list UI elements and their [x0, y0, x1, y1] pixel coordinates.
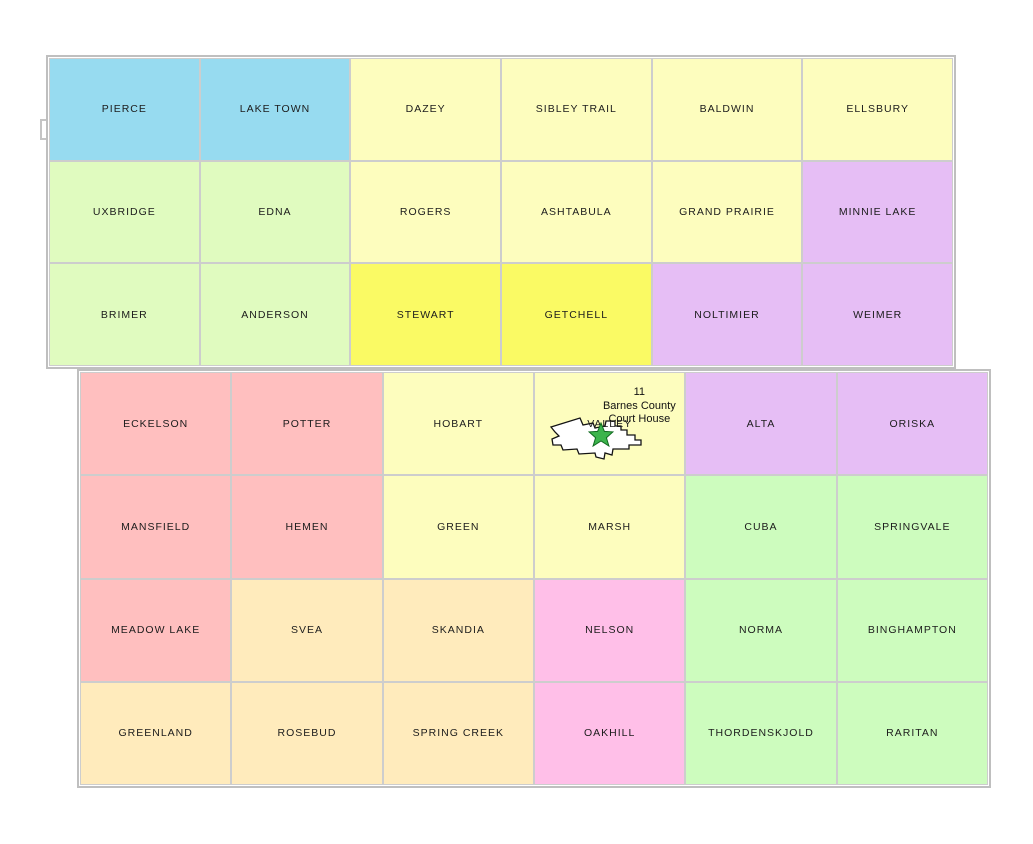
township-label: ROSEBUD — [277, 727, 337, 740]
township-label: MINNIE LAKE — [838, 205, 917, 218]
township-nelson: NELSON — [533, 578, 686, 682]
township-rogers: ROGERS — [350, 160, 501, 264]
township-ellsbury: ELLSBURY — [802, 58, 953, 161]
township-thordenskjold: THORDENSKJOLD — [685, 681, 837, 785]
township-grand-prairie: GRAND PRAIRIE — [651, 160, 803, 264]
annotation-line1: Barnes County — [602, 399, 676, 412]
township-minnie-lake: MINNIE LAKE — [802, 160, 953, 264]
township-norma: NORMA — [685, 578, 837, 682]
township-grid-south: ECKELSON POTTER HOBART VALLEY 11 Barnes … — [77, 369, 991, 788]
township-skandia: SKANDIA — [382, 578, 534, 682]
township-label: HEMEN — [285, 520, 329, 533]
township-label: MEADOW LAKE — [111, 624, 201, 637]
township-label: EDNA — [258, 205, 292, 218]
township-label: SVEA — [290, 624, 323, 637]
township-label: MARSH — [588, 520, 632, 533]
township-label: LAKE TOWN — [239, 103, 311, 116]
township-svea: SVEA — [231, 578, 383, 682]
township-lake-town: LAKE TOWN — [199, 58, 351, 161]
township-oakhill: OAKHILL — [533, 681, 686, 785]
township-sibley-trail: SIBLEY TRAIL — [501, 58, 652, 161]
township-label: THORDENSKJOLD — [708, 727, 814, 740]
township-label: GRAND PRAIRIE — [679, 205, 775, 218]
township-label: BINGHAMPTON — [867, 624, 957, 637]
township-alta: ALTA — [685, 372, 837, 476]
township-eckelson: ECKELSON — [80, 372, 232, 476]
township-stewart: STEWART — [350, 263, 501, 366]
township-label: RARITAN — [886, 727, 939, 740]
courthouse-annotation: 11 Barnes County Court House — [595, 386, 683, 427]
township-label: CUBA — [744, 520, 778, 533]
courthouse-star-icon — [587, 422, 614, 447]
township-ashtabula: ASHTABULA — [501, 160, 652, 264]
township-hobart: HOBART — [382, 372, 534, 476]
township-meadow-lake: MEADOW LAKE — [80, 578, 232, 682]
township-label: GETCHELL — [544, 308, 609, 321]
township-label: POTTER — [282, 417, 332, 430]
township-label: BALDWIN — [699, 103, 755, 116]
county-boundary-notch — [40, 119, 49, 140]
township-marsh: MARSH — [533, 475, 686, 579]
township-raritan: RARITAN — [836, 681, 988, 785]
township-label: SPRING CREEK — [412, 727, 504, 740]
township-label: VALLEY — [587, 417, 633, 430]
township-label: ALTA — [746, 417, 776, 430]
township-brimer: BRIMER — [49, 263, 200, 366]
township-cuba: CUBA — [685, 475, 837, 579]
township-label: OAKHILL — [583, 727, 636, 740]
district-number: 11 — [633, 386, 646, 398]
township-label: SPRINGVALE — [874, 520, 951, 533]
township-label: GREENLAND — [118, 727, 193, 740]
township-label: HOBART — [433, 417, 484, 430]
township-label: BRIMER — [100, 308, 148, 321]
township-label: WEIMER — [853, 308, 903, 321]
township-label: NOLTIMIER — [694, 308, 760, 321]
township-label: ANDERSON — [241, 308, 309, 321]
township-grid-north: PIERCE LAKE TOWN DAZEY SIBLEY TRAIL BALD… — [46, 55, 956, 369]
township-potter: POTTER — [231, 372, 383, 476]
township-springvale: SPRINGVALE — [836, 475, 988, 579]
township-label: PIERCE — [101, 103, 147, 116]
township-uxbridge: UXBRIDGE — [49, 160, 200, 264]
township-label: NELSON — [585, 624, 635, 637]
township-label: DAZEY — [405, 103, 446, 116]
township-greenland: GREENLAND — [80, 681, 232, 785]
township-oriska: ORISKA — [836, 372, 988, 476]
township-label: NORMA — [738, 624, 784, 637]
township-label: ASHTABULA — [540, 205, 612, 218]
township-hemen: HEMEN — [231, 475, 383, 579]
township-label: UXBRIDGE — [92, 205, 156, 218]
township-noltimier: NOLTIMIER — [651, 263, 803, 366]
township-label: ORISKA — [889, 417, 936, 430]
township-rosebud: ROSEBUD — [231, 681, 383, 785]
township-label: MANSFIELD — [121, 520, 191, 533]
township-label: SKANDIA — [431, 624, 485, 637]
township-binghampton: BINGHAMPTON — [836, 578, 988, 682]
township-label: ECKELSON — [123, 417, 189, 430]
annotation-line2: Court House — [608, 413, 671, 425]
township-baldwin: BALDWIN — [651, 58, 803, 161]
township-mansfield: MANSFIELD — [80, 475, 232, 579]
township-pierce: PIERCE — [49, 58, 200, 161]
township-label: STEWART — [396, 308, 455, 321]
township-dazey: DAZEY — [350, 58, 501, 161]
township-weimer: WEIMER — [802, 263, 953, 366]
township-label: GREEN — [437, 520, 480, 533]
township-label: SIBLEY TRAIL — [535, 103, 617, 116]
township-label: ROGERS — [399, 205, 452, 218]
township-spring-creek: SPRING CREEK — [382, 681, 534, 785]
township-getchell: GETCHELL — [501, 263, 652, 366]
township-valley: VALLEY 11 Barnes County Court House — [533, 372, 686, 476]
township-label: ELLSBURY — [846, 103, 909, 116]
township-green: GREEN — [382, 475, 534, 579]
township-anderson: ANDERSON — [199, 263, 351, 366]
township-edna: EDNA — [199, 160, 351, 264]
